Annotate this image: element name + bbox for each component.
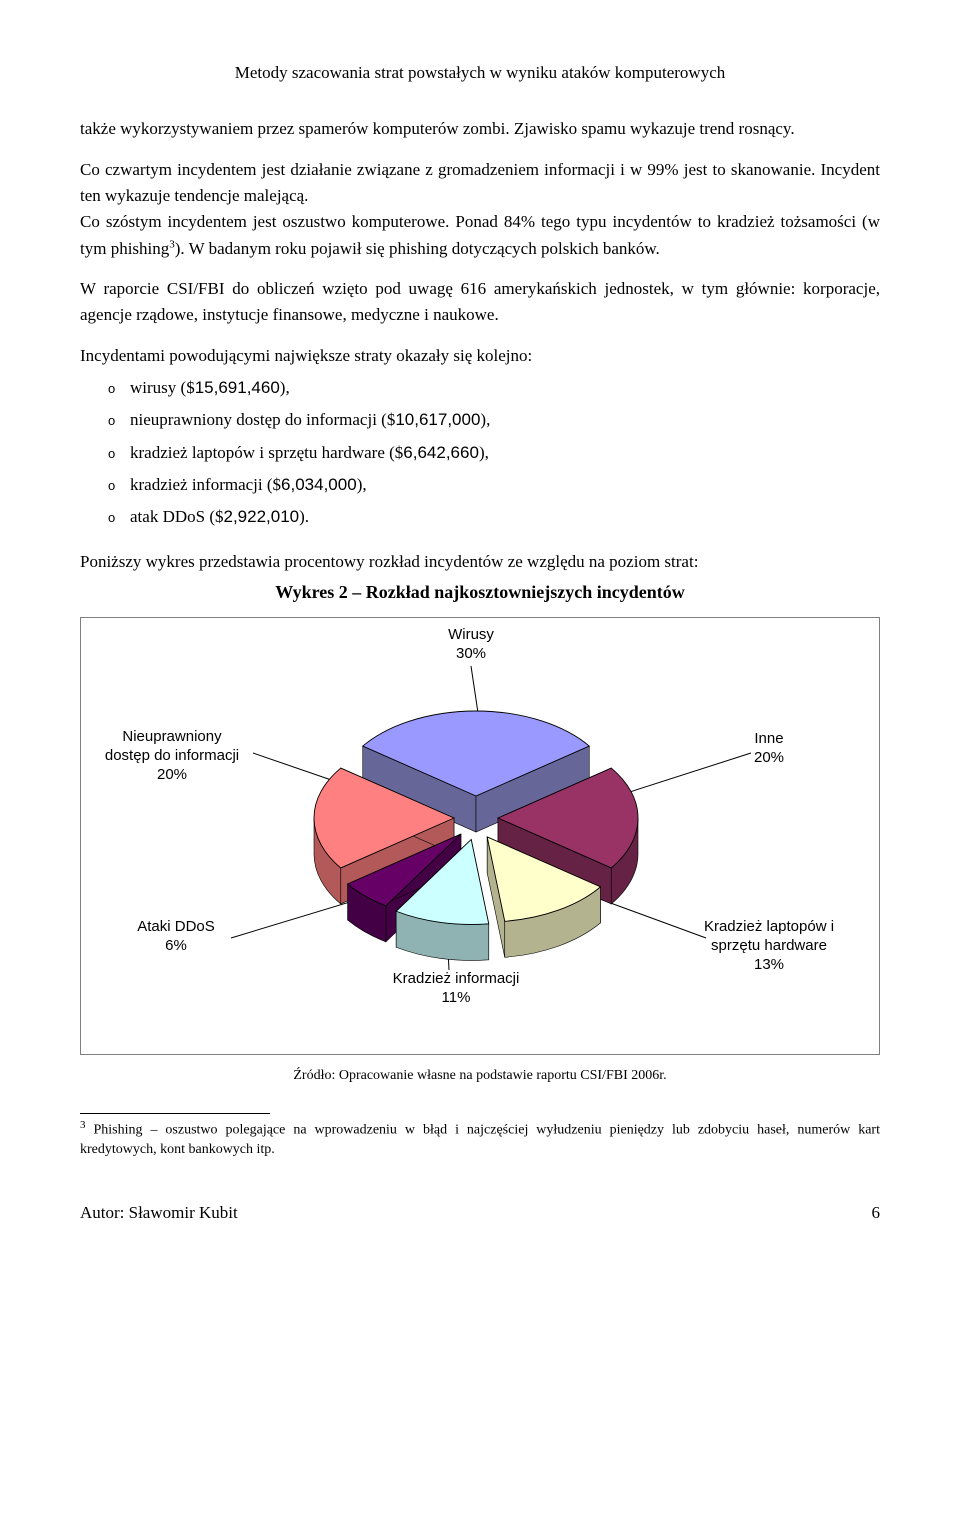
paragraph-1: także wykorzystywaniem przez spamerów ko… — [80, 116, 880, 142]
list-item: nieuprawniony dostęp do informacji ($10,… — [130, 407, 880, 433]
chart-title: Wykres 2 – Rozkład najkosztowniejszych i… — [80, 579, 880, 607]
paragraph-5: Poniższy wykres przedstawia procentowy r… — [80, 549, 880, 575]
paragraph-3: W raporcie CSI/FBI do obliczeń wzięto po… — [80, 276, 880, 329]
list-item: kradzież informacji ($6,034,000), — [130, 472, 880, 498]
footer-author: Autor: Sławomir Kubit — [80, 1200, 238, 1226]
paragraph-4: Incydentami powodującymi największe stra… — [80, 343, 880, 369]
list-item: wirusy ($15,691,460), — [130, 375, 880, 401]
list-item: kradzież laptopów i sprzętu hardware ($6… — [130, 440, 880, 466]
page-header: Metody szacowania strat powstałych w wyn… — [80, 60, 880, 86]
para2c: ). W badanym roku pojawił się phishing d… — [175, 239, 660, 258]
pie-chart: Wirusy30% Nieuprawnionydostęp do informa… — [80, 617, 880, 1055]
chart-source: Źródło: Opracowanie własne na podstawie … — [80, 1065, 880, 1087]
pie-svg — [81, 618, 861, 1028]
page-footer: Autor: Sławomir Kubit 6 — [80, 1200, 880, 1226]
footnote: 3 Phishing – oszustwo polegające na wpro… — [80, 1118, 880, 1160]
footnote-text: Phishing – oszustwo polegające na wprowa… — [80, 1122, 880, 1157]
incident-list: wirusy ($15,691,460), nieuprawniony dost… — [80, 375, 880, 531]
footnote-rule — [80, 1113, 270, 1114]
list-item: atak DDoS ($2,922,010). — [130, 504, 880, 530]
paragraph-2: Co czwartym incydentem jest działanie zw… — [80, 157, 880, 262]
footer-page-number: 6 — [872, 1200, 881, 1226]
para2a: Co czwartym incydentem jest działanie zw… — [80, 160, 880, 205]
